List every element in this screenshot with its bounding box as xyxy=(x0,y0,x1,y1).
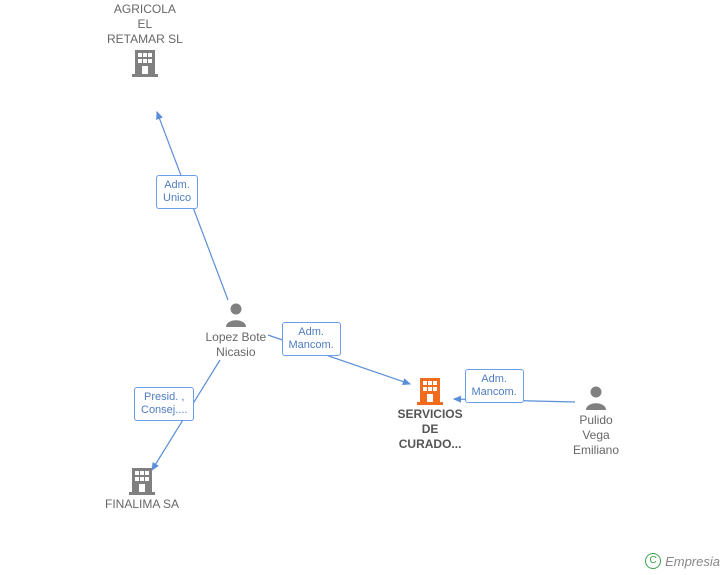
building-icon xyxy=(415,375,445,405)
node-agricola[interactable]: AGRICOLA EL RETAMAR SL xyxy=(107,0,183,77)
edge-label: Adm. Mancom. xyxy=(282,322,341,356)
building-icon xyxy=(127,465,157,495)
node-label: AGRICOLA EL RETAMAR SL xyxy=(107,2,183,47)
person-icon xyxy=(222,300,250,328)
copyright: C Empresia xyxy=(645,553,720,569)
edge-label: Adm. Mancom. xyxy=(465,369,524,403)
diagram-canvas: AGRICOLA EL RETAMAR SL Lopez Bote Nicasi… xyxy=(0,0,728,575)
person-icon xyxy=(582,383,610,411)
node-lopez[interactable]: Lopez Bote Nicasio xyxy=(206,300,267,360)
node-label: FINALIMA SA xyxy=(105,497,179,512)
node-pulido[interactable]: Pulido Vega Emiliano xyxy=(566,383,626,458)
node-label: Lopez Bote Nicasio xyxy=(206,330,267,360)
node-label: SERVICIOS DE CURADO... xyxy=(398,407,463,452)
building-icon xyxy=(130,47,160,77)
node-servicios[interactable]: SERVICIOS DE CURADO... xyxy=(398,375,463,452)
copyright-icon: C xyxy=(645,553,661,569)
node-label: Pulido Vega Emiliano xyxy=(573,413,619,458)
node-finalima[interactable]: FINALIMA SA xyxy=(105,465,179,512)
copyright-text: Empresia xyxy=(665,554,720,569)
edge-label: Presid. , Consej.... xyxy=(134,387,194,421)
edge-label: Adm. Unico xyxy=(156,175,198,209)
